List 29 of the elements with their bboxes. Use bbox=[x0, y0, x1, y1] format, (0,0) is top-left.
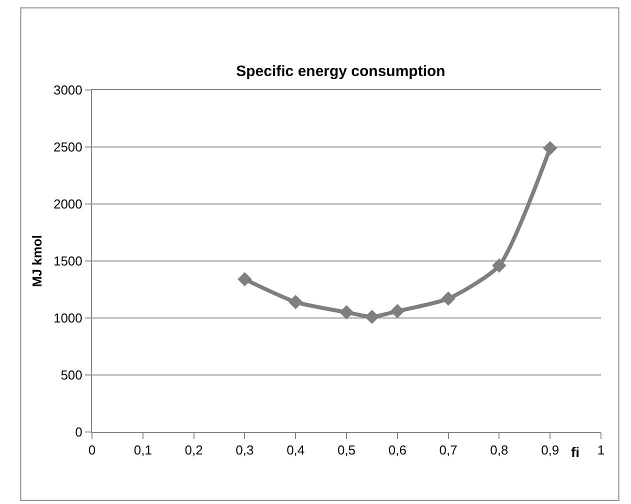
x-tick-label: 0,8 bbox=[490, 442, 508, 458]
y-tick-label: 500 bbox=[60, 368, 82, 383]
point bbox=[492, 258, 506, 273]
point bbox=[288, 294, 303, 310]
point bbox=[238, 272, 252, 286]
y-tick-label: 0 bbox=[75, 424, 82, 440]
x-tick-label: 0,2 bbox=[184, 442, 203, 458]
x-tick-label: 0,4 bbox=[286, 442, 305, 458]
chart-title: Specific energy consumption bbox=[236, 63, 446, 80]
y-tick-label: 2000 bbox=[53, 196, 82, 212]
x-tick-label: 0,5 bbox=[337, 442, 356, 458]
point bbox=[339, 305, 354, 320]
x-tick-label: 0,9 bbox=[541, 442, 560, 458]
x-tick-label: 0,1 bbox=[134, 442, 152, 458]
y-axis-title: MJ kmol bbox=[29, 234, 44, 288]
y-tick-label: 1000 bbox=[53, 310, 82, 326]
x-axis-title: fi bbox=[571, 444, 580, 460]
y-tick-label: 2500 bbox=[53, 140, 82, 155]
y-tick-label: 3000 bbox=[53, 82, 82, 98]
x-tick-label: 0,3 bbox=[236, 442, 254, 458]
point bbox=[390, 304, 405, 318]
y-tick-label: 1500 bbox=[53, 254, 82, 269]
x-tick-label: 1 bbox=[597, 442, 605, 458]
x-tick-label: 0,7 bbox=[439, 442, 458, 458]
point bbox=[542, 140, 558, 156]
x-tick-label: 0,6 bbox=[388, 442, 406, 458]
point bbox=[441, 291, 456, 306]
x-tick-label: 0 bbox=[88, 442, 96, 458]
point bbox=[364, 310, 380, 324]
